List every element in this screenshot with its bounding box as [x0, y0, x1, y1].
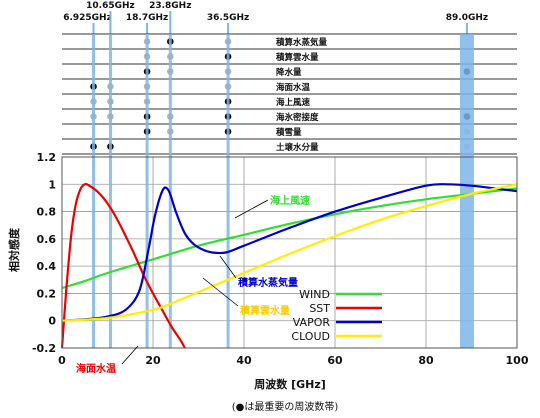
y-tick-label: 1.2	[37, 151, 57, 164]
band-label: 23.8GHz	[149, 1, 191, 11]
y-axis-title: 相対感度	[7, 227, 21, 272]
parameter-label: 海面水温	[276, 82, 311, 93]
annotation-label: 海面水温	[76, 362, 116, 375]
x-tick-label: 20	[145, 354, 161, 367]
y-tick-label: 0.8	[37, 206, 57, 219]
parameter-label: 海氷密接度	[276, 112, 319, 123]
legend-label: WIND	[299, 288, 330, 301]
axes: -0.200.20.40.60.811.20 20 40 60 80 100	[32, 151, 529, 367]
band-label: 10.65GHz	[86, 1, 135, 11]
y-tick-label: 0	[48, 315, 56, 328]
annotation-label: 積算雲水量	[239, 304, 290, 317]
band-6.925GHz	[92, 34, 96, 348]
legend-label: VAPOR	[293, 316, 331, 329]
band-label: 36.5GHz	[207, 13, 249, 23]
series-line-vapor	[61, 183, 518, 322]
sensitivity-chart: -0.200.20.40.60.811.20 20 40 60 80 100	[32, 34, 529, 367]
parameter-label: 積算水蒸気量	[275, 37, 328, 48]
plot-background	[62, 157, 517, 348]
y-tick-label: 1	[48, 178, 56, 191]
x-tick-label: 0	[58, 354, 66, 367]
x-tick-label: 40	[236, 354, 252, 367]
parameter-label: 積雪量	[275, 127, 302, 138]
legend-label: SST	[309, 302, 330, 315]
series-line-cloud	[61, 183, 518, 322]
series-line-sst	[60, 182, 186, 349]
parameter-band-table: 6.925GHz 10.65GHz 18.7GHz 23.8GHz 36.5GHz 89.…	[62, 1, 517, 155]
annotation-leader	[219, 255, 237, 279]
plot-frame	[61, 156, 518, 349]
annotation-label: 積算水蒸気量	[237, 276, 298, 289]
x-axis-title: 周波数 [GHz]	[254, 377, 326, 391]
x-tick-label: 100	[506, 354, 529, 367]
series-line-wind	[61, 187, 518, 290]
x-tick-label: 60	[327, 354, 343, 367]
band-label: 89.0GHz	[446, 13, 488, 23]
annotation-leader	[202, 277, 239, 307]
parameter-label: 海上風速	[276, 97, 311, 108]
band-36.5GHz	[226, 34, 230, 348]
legend-label: CLOUD	[291, 330, 330, 343]
y-tick-label: 0.4	[37, 260, 57, 273]
y-tick-label: 0.2	[37, 287, 57, 300]
y-tick-label: -0.2	[32, 342, 56, 355]
x-tick-label: 80	[418, 354, 434, 367]
band-label: 6.925GHz	[63, 13, 112, 23]
band-label: 18.7GHz	[126, 13, 168, 23]
series-lines	[60, 182, 518, 349]
y-tick-label: 0.6	[37, 233, 57, 246]
parameter-label: 積算雲水量	[275, 52, 319, 63]
band-23.8GHz	[168, 34, 172, 348]
parameter-label: 降水量	[276, 67, 302, 78]
band-89.0GHz	[459, 34, 474, 348]
caption: (●は最重要の周波数帯)	[232, 400, 339, 413]
band-10.65GHz	[108, 34, 112, 348]
frequency-bands	[92, 34, 474, 348]
band-18.7GHz	[145, 34, 149, 348]
parameter-label: 土壌水分量	[276, 142, 319, 153]
annotation-label: 海上風速	[270, 194, 310, 207]
annotation-leader	[234, 199, 269, 219]
annotation-leader	[121, 345, 139, 365]
